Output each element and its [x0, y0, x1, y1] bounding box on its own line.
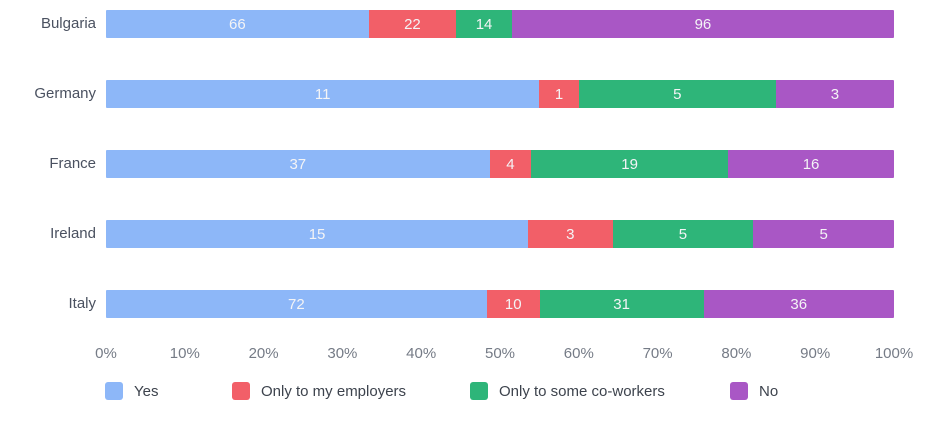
category-label: Italy: [68, 295, 96, 312]
x-tick-label: 70%: [642, 345, 673, 362]
bar-value-label: 5: [673, 85, 682, 103]
category-label: Germany: [34, 85, 96, 102]
bar-segment[interactable]: 96: [511, 10, 894, 38]
bar-value-label: 4: [506, 155, 515, 173]
category-label: Ireland: [50, 225, 96, 242]
legend-label: Only to my employers: [261, 382, 407, 400]
legend-item[interactable]: No: [730, 382, 778, 400]
bar-segment[interactable]: 5: [612, 220, 754, 248]
x-axis: 0% 10% 20% 30% 40% 50% 60% 70% 80% 90% 100%: [95, 345, 913, 365]
bar-value-label: 11: [314, 85, 331, 103]
bar-segment[interactable]: 19: [531, 150, 729, 178]
bar-track: 15 3 5 5: [106, 220, 894, 248]
bar-value-label: 3: [566, 225, 575, 243]
legend-item[interactable]: Only to my employers: [232, 382, 406, 400]
legend-item[interactable]: Only to some co-workers: [470, 382, 665, 400]
chart-row: France 37 4 19 16: [0, 150, 940, 178]
chart-row: Germany 11 1 5 3: [0, 80, 940, 108]
bar-value-label: 3: [830, 85, 840, 103]
x-tick-label: 40%: [406, 345, 437, 362]
bar-segment[interactable]: 72: [106, 290, 487, 318]
legend-swatch-icon: [232, 382, 250, 400]
x-tick-label: 90%: [800, 345, 831, 362]
bar-value-label: 5: [819, 225, 828, 243]
x-tick-label: 100%: [874, 345, 914, 362]
x-tick-label: 20%: [248, 345, 279, 362]
bar-value-label: 36: [790, 295, 808, 313]
x-tick-label: 0%: [95, 345, 117, 362]
bar-value-label: 10: [504, 295, 522, 313]
legend-item[interactable]: Yes: [105, 382, 158, 400]
legend-swatch-icon: [105, 382, 123, 400]
legend-label: Only to some co-workers: [499, 382, 665, 400]
bar-segment[interactable]: 14: [456, 10, 512, 38]
x-tick-label: 60%: [563, 345, 594, 362]
bar-value-label: 15: [308, 225, 326, 243]
bar-segment[interactable]: 22: [368, 10, 457, 38]
bar-track: 72 10 31 36: [106, 290, 894, 318]
legend-label: Yes: [134, 382, 159, 400]
chart-row: Bulgaria 66 22 14 96: [0, 10, 940, 38]
x-tick-label: 50%: [484, 345, 516, 362]
bar-segment[interactable]: 5: [578, 80, 776, 108]
bar-value-label: 37: [289, 155, 307, 173]
category-label: France: [49, 155, 96, 172]
bar-segment[interactable]: 37: [106, 150, 490, 178]
bar-value-label: 16: [802, 155, 820, 173]
category-label: Bulgaria: [40, 15, 96, 32]
bar-value-label: 72: [288, 295, 305, 313]
bar-value-label: 31: [613, 295, 630, 313]
bar-segment[interactable]: 3: [528, 220, 613, 248]
legend-swatch-icon: [730, 382, 748, 400]
bar-segment[interactable]: 36: [703, 290, 894, 318]
bar-track: 11 1 5 3: [106, 80, 894, 108]
bar-value-label: 5: [678, 225, 688, 243]
bar-segment[interactable]: 31: [539, 290, 704, 318]
x-tick-label: 30%: [327, 345, 358, 362]
legend-swatch-icon: [470, 382, 488, 400]
bar-segment[interactable]: 15: [106, 220, 529, 248]
bar-segment[interactable]: 16: [728, 150, 894, 178]
bar-segment[interactable]: 3: [775, 80, 894, 108]
bar-track: 66 22 14 96: [106, 10, 894, 38]
bar-segment[interactable]: 11: [106, 80, 540, 108]
bar-value-label: 14: [475, 15, 493, 33]
bar-value-label: 96: [694, 15, 712, 33]
bar-segment[interactable]: 1: [539, 80, 579, 108]
legend: Yes Only to my employers Only to some co-w…: [0, 382, 940, 408]
bar-value-label: 66: [228, 15, 246, 33]
bar-value-label: 1: [554, 85, 564, 103]
bar-value-label: 19: [621, 155, 638, 173]
bar-segment[interactable]: 4: [489, 150, 532, 178]
bar-segment[interactable]: 10: [486, 290, 540, 318]
bar-track: 37 4 19 16: [106, 150, 894, 178]
chart-row: Ireland 15 3 5 5: [0, 220, 940, 248]
bar-value-label: 22: [404, 15, 421, 33]
x-tick-label: 10%: [169, 345, 200, 362]
bar-segment[interactable]: 5: [753, 220, 894, 248]
legend-label: No: [759, 382, 779, 400]
bar-segment[interactable]: 66: [106, 10, 369, 38]
chart-row: Italy 72 10 31 36: [0, 290, 940, 318]
x-tick-label: 80%: [721, 345, 752, 362]
